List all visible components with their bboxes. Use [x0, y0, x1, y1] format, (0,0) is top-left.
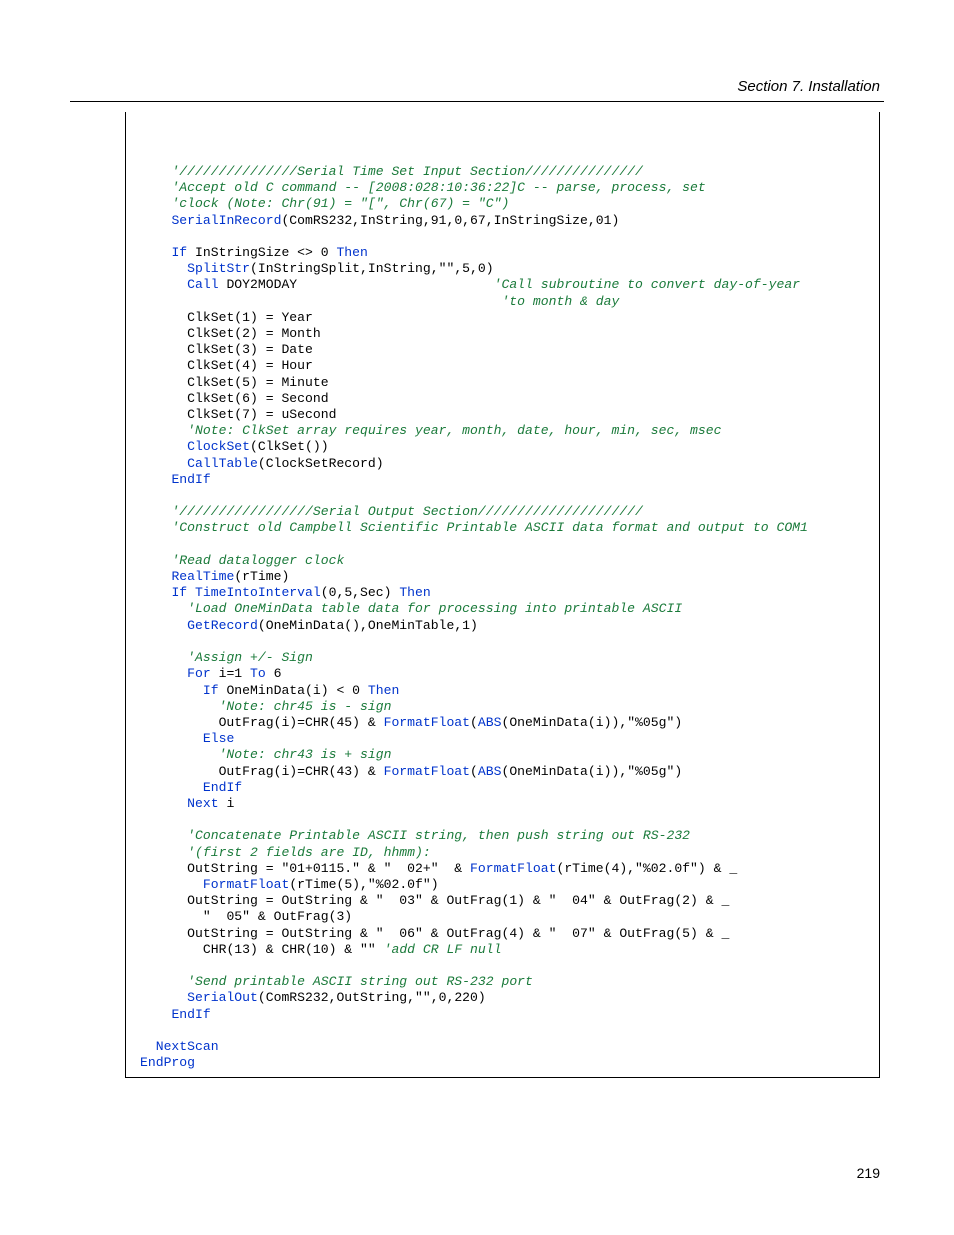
- code-line: EndProg: [140, 1055, 869, 1071]
- code-line: [140, 1023, 869, 1039]
- code-line: If TimeIntoInterval(0,5,Sec) Then: [140, 585, 869, 601]
- code-line: 'Note: ClkSet array requires year, month…: [140, 423, 869, 439]
- code-line: [140, 229, 869, 245]
- code-line: [140, 488, 869, 504]
- code-line: 'clock (Note: Chr(91) = "[", Chr(67) = "…: [140, 196, 869, 212]
- code-line: ClkSet(7) = uSecond: [140, 407, 869, 423]
- code-line: [140, 958, 869, 974]
- code-line: For i=1 To 6: [140, 666, 869, 682]
- code-line: 'Note: chr43 is + sign: [140, 747, 869, 763]
- code-line: 'to month & day: [140, 294, 869, 310]
- code-line: OutString = OutString & " 06" & OutFrag(…: [140, 926, 869, 942]
- code-line: SerialOut(ComRS232,OutString,"",0,220): [140, 990, 869, 1006]
- code-line: Next i: [140, 796, 869, 812]
- section-header: Section 7. Installation: [70, 78, 884, 95]
- code-line: ClkSet(3) = Date: [140, 342, 869, 358]
- code-line: 'Construct old Campbell Scientific Print…: [140, 520, 869, 536]
- code-line: 'Send printable ASCII string out RS-232 …: [140, 974, 869, 990]
- code-line: EndIf: [140, 1007, 869, 1023]
- code-line: ClockSet(ClkSet()): [140, 439, 869, 455]
- code-line: CallTable(ClockSetRecord): [140, 456, 869, 472]
- code-line: OutFrag(i)=CHR(45) & FormatFloat(ABS(One…: [140, 715, 869, 731]
- code-line: '/////////////////Serial Output Section/…: [140, 504, 869, 520]
- code-line: If InStringSize <> 0 Then: [140, 245, 869, 261]
- code-line: NextScan: [140, 1039, 869, 1055]
- code-line: ClkSet(1) = Year: [140, 310, 869, 326]
- code-line: 'Accept old C command -- [2008:028:10:36…: [140, 180, 869, 196]
- page-number: 219: [857, 1165, 880, 1181]
- code-line: '///////////////Serial Time Set Input Se…: [140, 164, 869, 180]
- code-line: EndIf: [140, 780, 869, 796]
- code-line: OutString = OutString & " 03" & OutFrag(…: [140, 893, 869, 909]
- code-line: Else: [140, 731, 869, 747]
- code-line: GetRecord(OneMinData(),OneMinTable,1): [140, 618, 869, 634]
- code-line: EndIf: [140, 472, 869, 488]
- code-line: [140, 634, 869, 650]
- code-line: If OneMinData(i) < 0 Then: [140, 683, 869, 699]
- code-line: ClkSet(5) = Minute: [140, 375, 869, 391]
- code-line: SplitStr(InStringSplit,InString,"",5,0): [140, 261, 869, 277]
- code-line: ClkSet(6) = Second: [140, 391, 869, 407]
- code-line: FormatFloat(rTime(5),"%02.0f"): [140, 877, 869, 893]
- code-line: 'Note: chr45 is - sign: [140, 699, 869, 715]
- code-line: Call DOY2MODAY 'Call subroutine to conve…: [140, 277, 869, 293]
- code-line: [140, 812, 869, 828]
- code-listing: '///////////////Serial Time Set Input Se…: [125, 112, 880, 1078]
- code-line: 'Assign +/- Sign: [140, 650, 869, 666]
- code-line: " 05" & OutFrag(3): [140, 909, 869, 925]
- code-line: CHR(13) & CHR(10) & "" 'add CR LF null: [140, 942, 869, 958]
- code-line: [140, 537, 869, 553]
- code-line: SerialInRecord(ComRS232,InString,91,0,67…: [140, 213, 869, 229]
- code-line: ClkSet(4) = Hour: [140, 358, 869, 374]
- code-line: OutFrag(i)=CHR(43) & FormatFloat(ABS(One…: [140, 764, 869, 780]
- header-rule: [70, 101, 884, 102]
- code-line: 'Read datalogger clock: [140, 553, 869, 569]
- code-line: '(first 2 fields are ID, hhmm):: [140, 845, 869, 861]
- code-line: RealTime(rTime): [140, 569, 869, 585]
- code-line: OutString = "01+0115." & " 02+" & Format…: [140, 861, 869, 877]
- code-line: 'Concatenate Printable ASCII string, the…: [140, 828, 869, 844]
- code-line: 'Load OneMinData table data for processi…: [140, 601, 869, 617]
- page: Section 7. Installation '///////////////…: [0, 0, 954, 1235]
- code-line: ClkSet(2) = Month: [140, 326, 869, 342]
